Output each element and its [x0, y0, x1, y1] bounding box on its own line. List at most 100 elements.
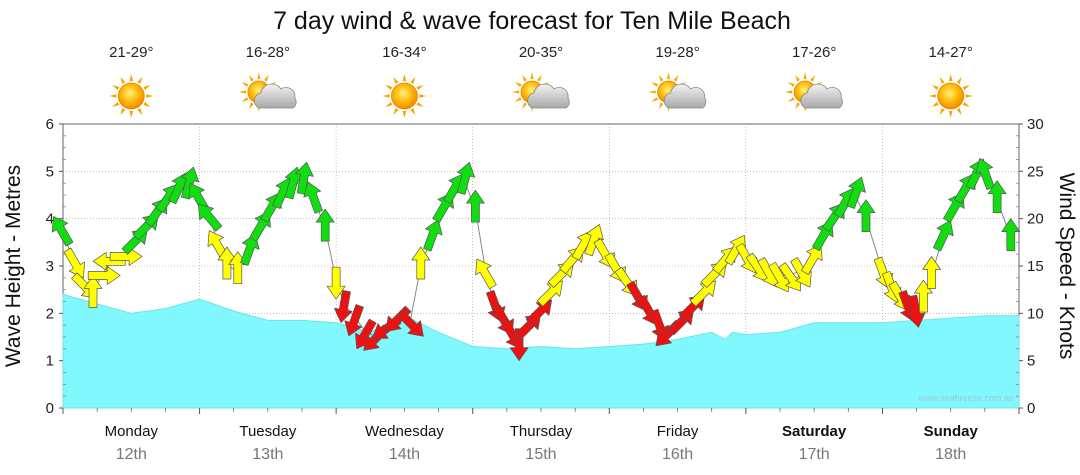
credit-text: www.seabreeze.com.au [917, 393, 1014, 403]
wind-arrow-yellow [411, 246, 431, 280]
sun-ray [120, 108, 126, 116]
wind-arrow-red [334, 290, 353, 323]
day-name-label: Saturday [782, 423, 847, 440]
sun-ray [129, 110, 134, 118]
y-left-tick-label: 5 [46, 163, 54, 180]
wind-arrow-green [856, 199, 876, 233]
sun-ray [928, 94, 936, 98]
sun-ray [382, 94, 390, 98]
sun-ray [673, 74, 679, 82]
sun-ray [667, 72, 671, 80]
partly-cloudy-icon [785, 72, 843, 112]
sun-ray [112, 85, 120, 91]
wind-arrow-yellow [689, 280, 716, 307]
wind-arrow-green [846, 176, 866, 209]
sun-ray [530, 72, 534, 80]
wind-arrow-red [525, 299, 553, 326]
wind-arrow-green [975, 157, 995, 191]
wind-arrow-yellow [63, 247, 86, 279]
wind-arrow-yellow [801, 244, 823, 275]
y-right-tick-label: 0 [1027, 400, 1035, 417]
sun-ray [146, 94, 154, 98]
wind-arrow-green [987, 180, 1007, 214]
sun-ray [248, 102, 254, 110]
sun-ray [965, 94, 973, 98]
wind-arrow-yellow [584, 224, 604, 257]
sun-ray [810, 74, 816, 82]
cloud-icon [663, 83, 707, 109]
sun-ray [931, 85, 939, 91]
wind-arrow-yellow [475, 258, 497, 290]
sun-ray [522, 102, 527, 110]
chart-title: 7 day wind & wave forecast for Ten Mile … [273, 7, 791, 35]
sun-ray [120, 76, 126, 84]
day-temp-range: 16-28° [246, 44, 290, 61]
sun-ray [956, 76, 962, 84]
sun-ray [257, 72, 261, 80]
wave-series [62, 293, 1020, 409]
partly-cloudy-icon [512, 72, 570, 112]
sun-icon [109, 74, 154, 118]
day-name-label: Sunday [924, 423, 979, 440]
wind-arrow-yellow [83, 275, 103, 308]
day-date-label: 17th [799, 446, 830, 463]
sun-ray [514, 82, 522, 87]
wind-arrow-red [509, 328, 529, 362]
cloud-shape [527, 83, 570, 109]
sun-ray [129, 74, 134, 82]
sun-ray [948, 110, 953, 118]
sun-ray [137, 108, 143, 116]
sun-ray [939, 108, 945, 116]
sun-ray [410, 76, 416, 84]
day-date-label: 12th [116, 446, 147, 463]
x-axis-days: Monday 12th Tuesday 13th Wednesday 14th Thursd… [105, 423, 979, 463]
wind-arrow-green [197, 203, 223, 232]
sun-ray [787, 82, 795, 87]
wind-arrow-green [933, 220, 954, 252]
y-right-tick-label: 10 [1027, 305, 1044, 322]
wind-arrow-green [466, 189, 485, 223]
sun-ray [238, 90, 246, 94]
day-name-label: Tuesday [239, 423, 296, 440]
sun-ray [939, 76, 945, 84]
wind-arrow-yellow [790, 257, 812, 288]
wind-arrow-red [907, 294, 926, 328]
sun-ray [651, 97, 659, 102]
y-left-tick-label: 4 [46, 211, 54, 228]
sun-ray [385, 101, 393, 107]
sun-ray [522, 74, 527, 82]
wind-arrow-green [423, 219, 443, 252]
day-name-label: Friday [657, 423, 699, 440]
day-temp-range: 16-34° [382, 44, 426, 61]
day-date-label: 14th [389, 446, 420, 463]
wind-arrow-green [240, 233, 260, 266]
wind-arrow-green [51, 216, 74, 247]
axes: 0 1 2 3 4 5 6 0 5 10 15 20 25 30 [46, 116, 1044, 417]
wind-arrow-yellow [922, 256, 941, 289]
day-date-label: 16th [662, 446, 693, 463]
y-left-tick-label: 6 [46, 116, 54, 133]
sun-ray [803, 72, 807, 80]
wind-arrow-green [456, 162, 476, 195]
y-right-tick-label: 30 [1027, 116, 1044, 133]
y-right-tick-label: 15 [1027, 258, 1044, 275]
sun-ray [658, 74, 664, 82]
cloud-icon [527, 83, 570, 109]
wind-arrow-green [295, 161, 314, 195]
wind-arrow-red [344, 304, 364, 337]
sun-ray [785, 90, 793, 94]
sun-ray [143, 85, 151, 91]
sun-ray [393, 76, 399, 84]
sun-ray [651, 82, 659, 87]
sun-ray [795, 74, 800, 82]
cloud-shape [254, 83, 297, 109]
sun-disc [117, 82, 145, 110]
y-right-tick-label: 25 [1027, 163, 1044, 180]
sun-ray [419, 94, 427, 98]
day-date-label: 13th [252, 446, 283, 463]
day-name-label: Monday [105, 423, 159, 440]
y-axis-left-label: Wave Height - Metres [2, 165, 25, 367]
wind-arrow-red [397, 310, 424, 337]
weather-row: 21-29° 16-28° 16-34° 20-35° 19-28° 17-26° 14-2… [109, 44, 973, 118]
day-temp-range: 17-26° [792, 44, 836, 61]
